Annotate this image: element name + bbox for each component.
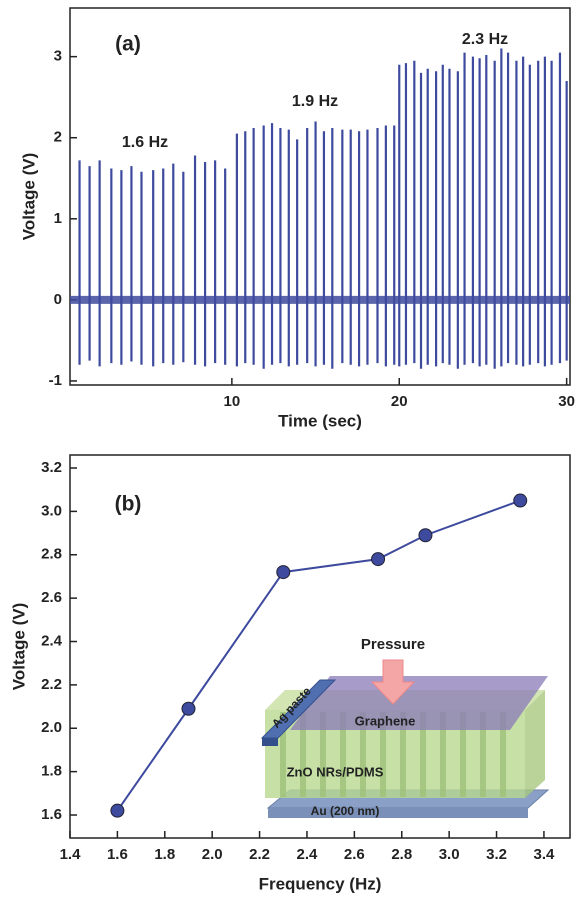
x-tick-label: 2.2 — [249, 846, 270, 863]
y-tick-label: 3.2 — [41, 459, 62, 476]
annotation: 2.3 Hz — [462, 31, 508, 48]
y-tick-label: 1 — [54, 210, 62, 227]
x-axis-label: Frequency (Hz) — [259, 874, 382, 893]
x-tick-label: 20 — [391, 393, 408, 410]
x-tick-label: 10 — [224, 393, 241, 410]
x-tick-label: 3.4 — [534, 846, 556, 863]
x-tick-label: 1.6 — [107, 846, 128, 863]
x-tick-label: 3.2 — [486, 846, 507, 863]
x-tick-label: 3.0 — [439, 846, 460, 863]
x-tick-label: 2.6 — [344, 846, 365, 863]
inset-label: Graphene — [355, 713, 416, 728]
x-tick-label: 30 — [558, 393, 575, 410]
y-tick-label: 1.6 — [41, 806, 62, 823]
x-axis-label: Time (sec) — [278, 411, 362, 430]
x-tick-label: 2.0 — [202, 846, 223, 863]
y-tick-label: 3 — [54, 48, 62, 65]
annotation: 1.9 Hz — [292, 93, 338, 110]
x-tick-label: 1.4 — [60, 846, 82, 863]
annotation: 1.6 Hz — [122, 134, 168, 151]
inset-label: Pressure — [361, 636, 425, 653]
y-tick-label: 2.2 — [41, 676, 62, 693]
plot-frame — [69, 7, 571, 386]
y-tick-label: 3.0 — [41, 502, 62, 519]
y-tick-label: 0 — [54, 291, 62, 308]
data-point — [110, 803, 125, 818]
data-point — [181, 701, 196, 716]
y-tick-label: 2 — [54, 129, 62, 146]
x-tick-label: 1.8 — [154, 846, 175, 863]
y-tick-label: 2.8 — [41, 546, 62, 563]
baseline-noise — [70, 295, 570, 304]
y-tick-label: -1 — [49, 372, 62, 389]
x-tick-label: 2.4 — [297, 846, 319, 863]
x-tick-label: 2.8 — [391, 846, 412, 863]
y-tick-label: 2.4 — [41, 632, 63, 649]
y-tick-label: 2.6 — [41, 589, 62, 606]
y-axis-label: Voltage (V) — [9, 603, 28, 691]
inset-label: Au (200 nm) — [311, 804, 380, 818]
data-point — [276, 565, 291, 580]
y-axis-label: Voltage (V) — [19, 153, 38, 241]
data-point — [513, 493, 528, 508]
inset-label: ZnO NRs/PDMS — [287, 764, 384, 779]
y-tick-label: 1.8 — [41, 763, 62, 780]
panel-label: (a) — [115, 33, 141, 56]
panel-label: (b) — [115, 493, 142, 516]
plot-frame — [69, 454, 571, 839]
data-point — [418, 528, 433, 543]
y-tick-label: 2.0 — [41, 719, 62, 736]
data-line — [116, 499, 521, 812]
data-point — [371, 552, 386, 567]
